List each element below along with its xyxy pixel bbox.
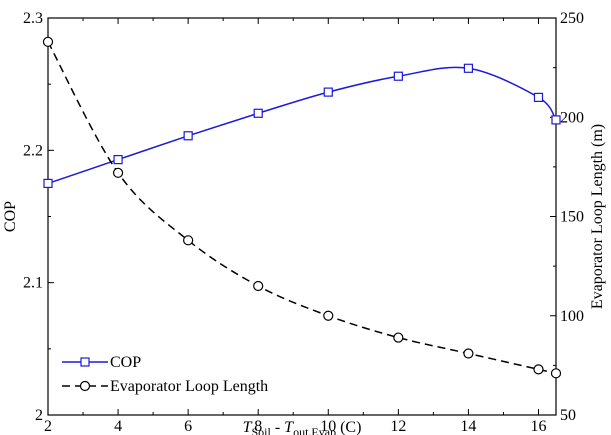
x-tick-label: 4 <box>114 418 122 435</box>
legend-marker-circle <box>79 380 91 392</box>
y-left-tick-label: 2.1 <box>23 275 43 292</box>
loop-length-point <box>393 332 404 343</box>
cop-point <box>183 131 193 141</box>
x-title-var1: T <box>243 419 253 435</box>
cop-point <box>113 154 123 165</box>
x-title-var2: T <box>284 419 294 435</box>
series-layer <box>42 36 562 379</box>
x-title-sub2: out.Evap <box>293 425 336 435</box>
x-tick-label: 14 <box>460 418 476 435</box>
x-title-unit: (C) <box>336 419 361 435</box>
x-tick-label: 8 <box>254 418 262 435</box>
loop-length-point <box>463 348 474 359</box>
series-line-cop <box>47 66 557 185</box>
x-axis-title: TSoil - Tout.Evap (C) <box>243 419 362 435</box>
y-right-tick-label: 200 <box>560 109 584 126</box>
y-right-tick-label: 50 <box>560 407 576 424</box>
x-tick-label: 6 <box>184 418 192 435</box>
legend-label: Evaporator Loop Length <box>110 378 268 395</box>
legend-marker-square <box>80 357 90 367</box>
x-tick-label: 10 <box>320 418 336 435</box>
y-axis-left-title: COP <box>2 201 19 232</box>
cop-point <box>463 63 474 73</box>
cop-point <box>551 115 561 125</box>
y-right-tick-label: 100 <box>560 308 584 325</box>
x-title-sub1: Soil <box>252 425 272 435</box>
legend-label: COP <box>110 354 141 371</box>
x-tick-label: 16 <box>530 418 546 435</box>
x-title-mid: - <box>271 419 284 435</box>
x-tick-label: 12 <box>390 418 406 435</box>
loop-length-point <box>112 167 124 178</box>
loop-length-point <box>42 36 54 47</box>
cop-point <box>533 92 544 103</box>
legend: COP Evaporator Loop Length <box>62 354 268 395</box>
y-left-tick-label: 2 <box>35 407 43 424</box>
y-left-tick-label: 2.3 <box>23 10 43 27</box>
axis-ticks: 2 4 6 8 10 12 14 16 2 2.1 2.2 2.3 50 100 150 200 250 <box>23 10 584 435</box>
loop-length-point <box>183 235 194 246</box>
y-axis-right-title: Evaporator Loop Length (m) <box>589 124 606 309</box>
cop-point <box>323 87 333 97</box>
cop-point <box>43 178 53 189</box>
x-tick-label: 2 <box>44 418 52 435</box>
y-right-tick-label: 150 <box>560 209 584 226</box>
series-line-loop-length <box>47 41 557 375</box>
loop-length-point <box>533 364 544 375</box>
loop-length-point <box>253 280 264 292</box>
y-left-tick-label: 2.2 <box>23 142 43 159</box>
loop-length-point <box>323 310 334 321</box>
loop-length-point <box>550 368 562 379</box>
y-right-tick-label: 250 <box>560 10 584 27</box>
cop-point <box>393 71 403 81</box>
cop-point <box>253 108 263 118</box>
